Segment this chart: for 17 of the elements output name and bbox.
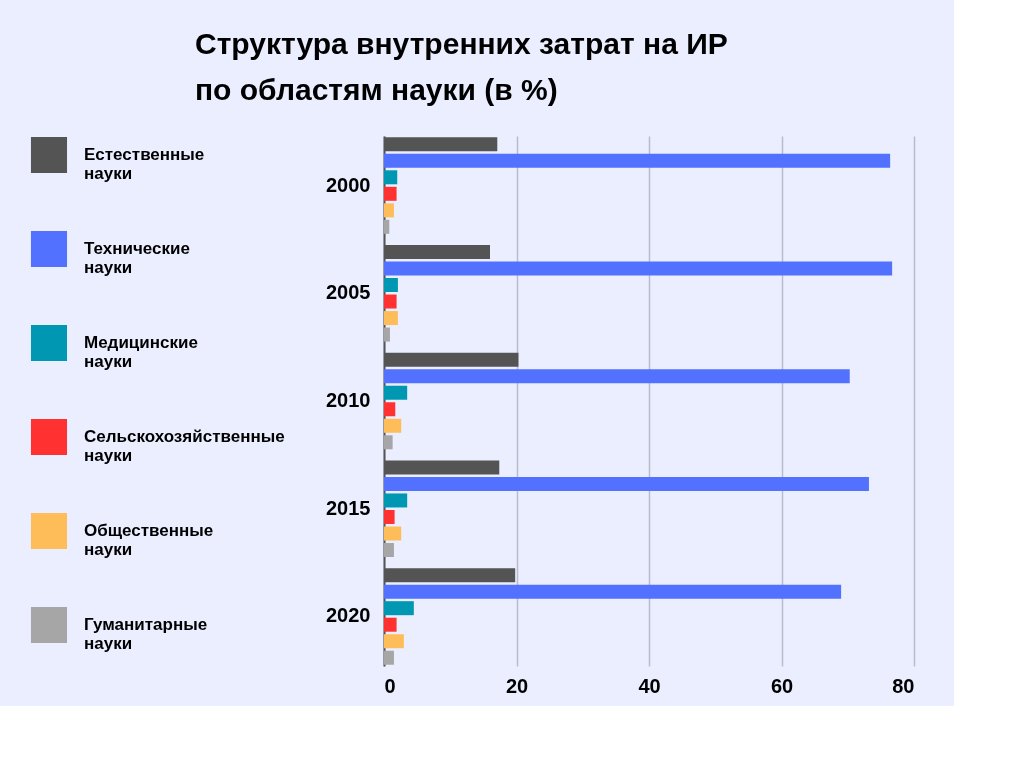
y-tick-label: 2020 bbox=[326, 604, 371, 627]
x-tick-label: 0 bbox=[384, 674, 396, 697]
legend-label: Технические науки bbox=[84, 239, 190, 277]
legend-label: Естественные науки bbox=[84, 145, 205, 183]
y-tick-label: 2005 bbox=[326, 281, 371, 304]
legend-label: Медицинские науки bbox=[84, 333, 198, 371]
legend-label: Гуманитарные науки bbox=[84, 615, 208, 653]
x-tick-label: 20 bbox=[505, 674, 529, 697]
x-tick-label: 80 bbox=[892, 674, 915, 697]
x-tick-label: 40 bbox=[638, 674, 661, 697]
legend-label: Общественные науки bbox=[84, 521, 214, 559]
x-tick-label: 60 bbox=[770, 674, 794, 697]
chart-title: Структура внутренних затрат на ИР по областям науки (в %) bbox=[195, 27, 728, 106]
y-tick-label: 2015 bbox=[326, 496, 371, 519]
y-tick-label: 2010 bbox=[326, 389, 371, 411]
y-tick-label: 2000 bbox=[326, 173, 371, 196]
legend-label: Сельскохозяйственные науки bbox=[84, 427, 285, 465]
